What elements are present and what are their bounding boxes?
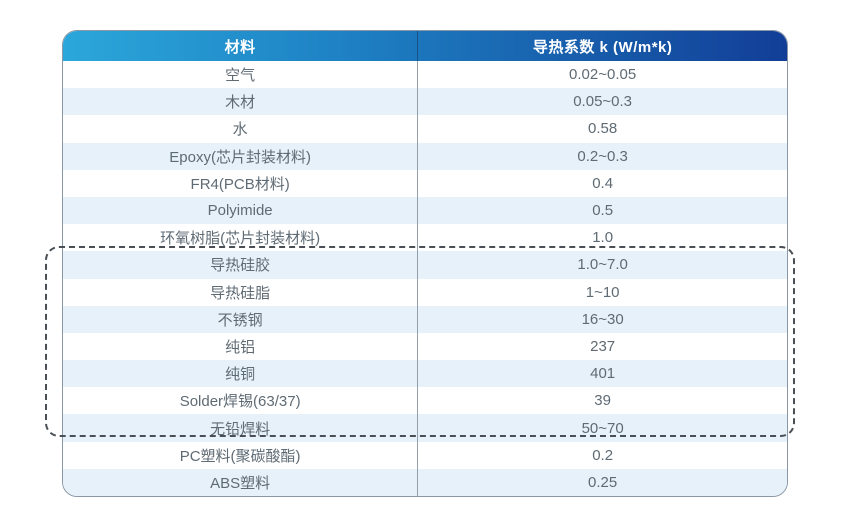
table-header-row: 材料 导热系数 k (W/m*k): [63, 31, 787, 61]
table-body: 空气 0.02~0.05 木材 0.05~0.3 水 0.58 Epoxy(芯片…: [63, 61, 787, 496]
table-row: 水 0.58: [63, 115, 787, 143]
material-cell: FR4(PCB材料): [190, 175, 290, 193]
value-cell: 39: [417, 387, 787, 415]
value-cell: 0.58: [417, 115, 787, 143]
material-cell: 纯铜: [225, 366, 256, 384]
value-cell: 0.25: [417, 468, 787, 496]
table-row: Solder焊锡(63/37) 39: [63, 387, 787, 415]
material-cell: 导热硅胶: [210, 257, 271, 275]
table-row: Polyimide 0.5: [63, 196, 787, 225]
material-cell: Polyimide: [207, 202, 273, 220]
column-header-material: 材料: [224, 38, 256, 56]
value-cell: 0.2: [417, 441, 787, 469]
value-cell: 0.05~0.3: [417, 88, 787, 116]
value-cell: 0.2~0.3: [417, 142, 787, 170]
table-row: 无铅焊料 50~70: [63, 414, 787, 442]
material-cell: 水: [232, 121, 248, 139]
material-cell: 不锈钢: [217, 311, 263, 329]
material-cell: 空气: [225, 67, 256, 85]
value-cell: 1.0~7.0: [417, 251, 787, 279]
material-cell: ABS塑料: [210, 474, 271, 492]
material-cell: Solder焊锡(63/37): [179, 393, 301, 411]
table-row: 纯铜 401: [63, 360, 787, 388]
material-cell: 导热硅脂: [210, 284, 271, 302]
column-header-conductivity: 导热系数 k (W/m*k): [417, 31, 787, 61]
table-row: Epoxy(芯片封装材料) 0.2~0.3: [63, 142, 787, 170]
table-row: 纯铝 237: [63, 332, 787, 361]
value-cell: 16~30: [417, 305, 787, 333]
table-row: 环氧树脂(芯片封装材料) 1.0: [63, 224, 787, 252]
value-cell: 1.0: [417, 224, 787, 252]
table-row: PC塑料(聚碳酸酯) 0.2: [63, 441, 787, 469]
value-cell: 0.02~0.05: [417, 61, 787, 89]
table-row: 不锈钢 16~30: [63, 305, 787, 333]
value-cell: 237: [417, 332, 787, 361]
material-cell: 纯铝: [225, 338, 256, 356]
material-cell: 无铅焊料: [210, 420, 271, 438]
material-cell: Epoxy(芯片封装材料): [169, 148, 311, 166]
table-row: 空气 0.02~0.05: [63, 61, 787, 89]
value-cell: 401: [417, 360, 787, 388]
value-cell: 1~10: [417, 278, 787, 306]
value-cell: 0.4: [417, 169, 787, 197]
table-row: 木材 0.05~0.3: [63, 88, 787, 116]
material-cell: 环氧树脂(芯片封装材料): [160, 230, 321, 248]
thermal-conductivity-table: 材料 导热系数 k (W/m*k) 空气 0.02~0.05 木材 0.05~0…: [62, 30, 788, 497]
table-row: ABS塑料 0.25: [63, 468, 787, 496]
material-cell: 木材: [225, 94, 256, 112]
value-cell: 0.5: [417, 196, 787, 225]
table-row: 导热硅脂 1~10: [63, 278, 787, 306]
table-row: 导热硅胶 1.0~7.0: [63, 251, 787, 279]
material-cell: PC塑料(聚碳酸酯): [179, 447, 301, 465]
value-cell: 50~70: [417, 414, 787, 442]
table-row: FR4(PCB材料) 0.4: [63, 169, 787, 197]
